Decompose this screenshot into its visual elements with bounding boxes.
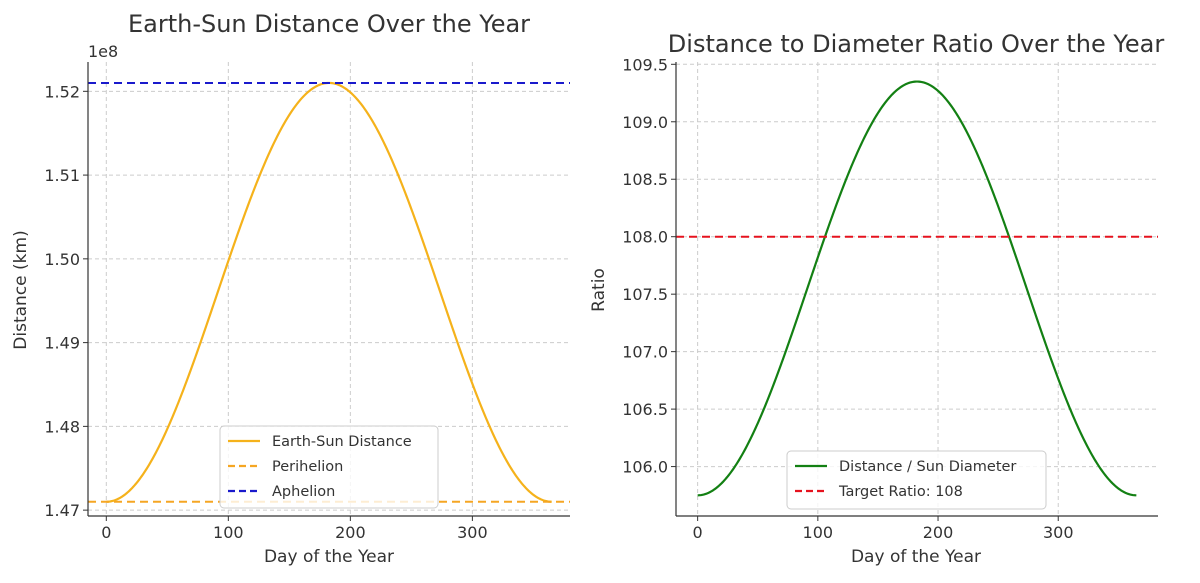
y-tick-label: 108.0 <box>622 228 668 247</box>
y-tick-label: 1.49 <box>44 334 80 353</box>
y-tick-label: 1.48 <box>44 417 80 436</box>
x-tick-label: 200 <box>335 523 366 542</box>
chart-title: Earth-Sun Distance Over the Year <box>128 10 530 38</box>
x-axis-label: Day of the Year <box>851 547 981 567</box>
legend-label: Distance / Sun Diameter <box>839 459 1016 475</box>
x-tick-label: 100 <box>803 523 834 542</box>
y-tick-label: 1.47 <box>44 501 80 520</box>
legend-label: Perihelion <box>272 459 343 475</box>
x-tick-label: 300 <box>1043 523 1074 542</box>
legend-box <box>219 425 439 509</box>
distance-chart: Earth-Sun Distance Over the Year 1e8 Dis… <box>11 10 570 567</box>
chart-title: Distance to Diameter Ratio Over the Year <box>668 30 1165 58</box>
x-tick-label: 300 <box>457 523 488 542</box>
legend-label: Aphelion <box>272 484 335 500</box>
x-tick-label: 0 <box>693 523 703 542</box>
ratio-chart: Distance to Diameter Ratio Over the Year… <box>589 30 1164 567</box>
y-tick-label: 107.5 <box>622 285 668 304</box>
legend-label: Earth-Sun Distance <box>272 434 412 450</box>
legend-label: Target Ratio: 108 <box>838 484 963 500</box>
y-tick-label: 1.51 <box>44 166 80 185</box>
legend-box <box>786 450 1047 510</box>
series-distance-sun-diameter <box>697 80 1137 497</box>
y-axis-label: Distance (km) <box>11 230 31 349</box>
y-offset-label: 1e8 <box>88 42 118 61</box>
x-tick-label: 0 <box>101 523 111 542</box>
x-tick-label: 100 <box>213 523 244 542</box>
y-tick-label: 108.5 <box>622 170 668 189</box>
y-tick-label: 109.0 <box>622 113 668 132</box>
x-axis-label: Day of the Year <box>264 547 394 567</box>
y-tick-label: 1.52 <box>44 82 80 101</box>
x-tick-label: 200 <box>923 523 954 542</box>
y-axis-label: Ratio <box>589 268 609 312</box>
y-tick-label: 1.50 <box>44 250 80 269</box>
y-tick-label: 107.0 <box>622 343 668 362</box>
y-tick-label: 109.5 <box>622 55 668 74</box>
y-tick-label: 106.5 <box>622 400 668 419</box>
y-tick-label: 106.0 <box>622 458 668 477</box>
